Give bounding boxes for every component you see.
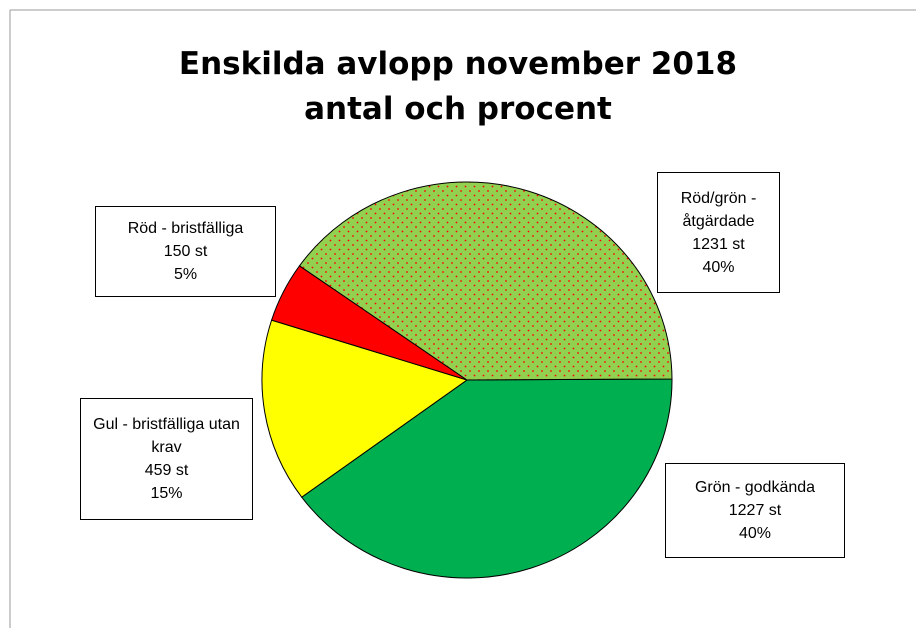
chart-title: antal och procent	[304, 91, 612, 127]
data-label: Röd/grön - åtgärdade 1231 st 40%	[657, 172, 780, 293]
label-line: 40%	[738, 525, 772, 542]
pie-slice	[298, 181, 673, 381]
label-line: 1227 st	[728, 502, 782, 519]
pie-slice	[301, 378, 673, 579]
data-label: Grön - godkända 1227 st 40%	[665, 463, 845, 558]
data-label: Röd - bristfälliga 150 st 5%	[95, 206, 276, 297]
label-line: 1231 st	[692, 235, 745, 253]
label-line: 5%	[173, 266, 198, 283]
label-line: 40%	[702, 258, 735, 276]
label-line: Röd - bristfälliga	[127, 220, 244, 237]
label-line: Röd/grön - åtgärdade	[680, 189, 757, 230]
chart-title: Enskilda avlopp november 2018	[179, 46, 737, 82]
label-line: Grön - godkända	[694, 479, 816, 496]
label-line: 150 st	[163, 243, 208, 260]
label-line: 15%	[150, 485, 183, 502]
label-line: 459 st	[144, 462, 189, 479]
label-line: Gul - bristfälliga utan krav	[93, 416, 240, 456]
data-label: Gul - bristfälliga utan krav 459 st 15%	[80, 398, 253, 520]
